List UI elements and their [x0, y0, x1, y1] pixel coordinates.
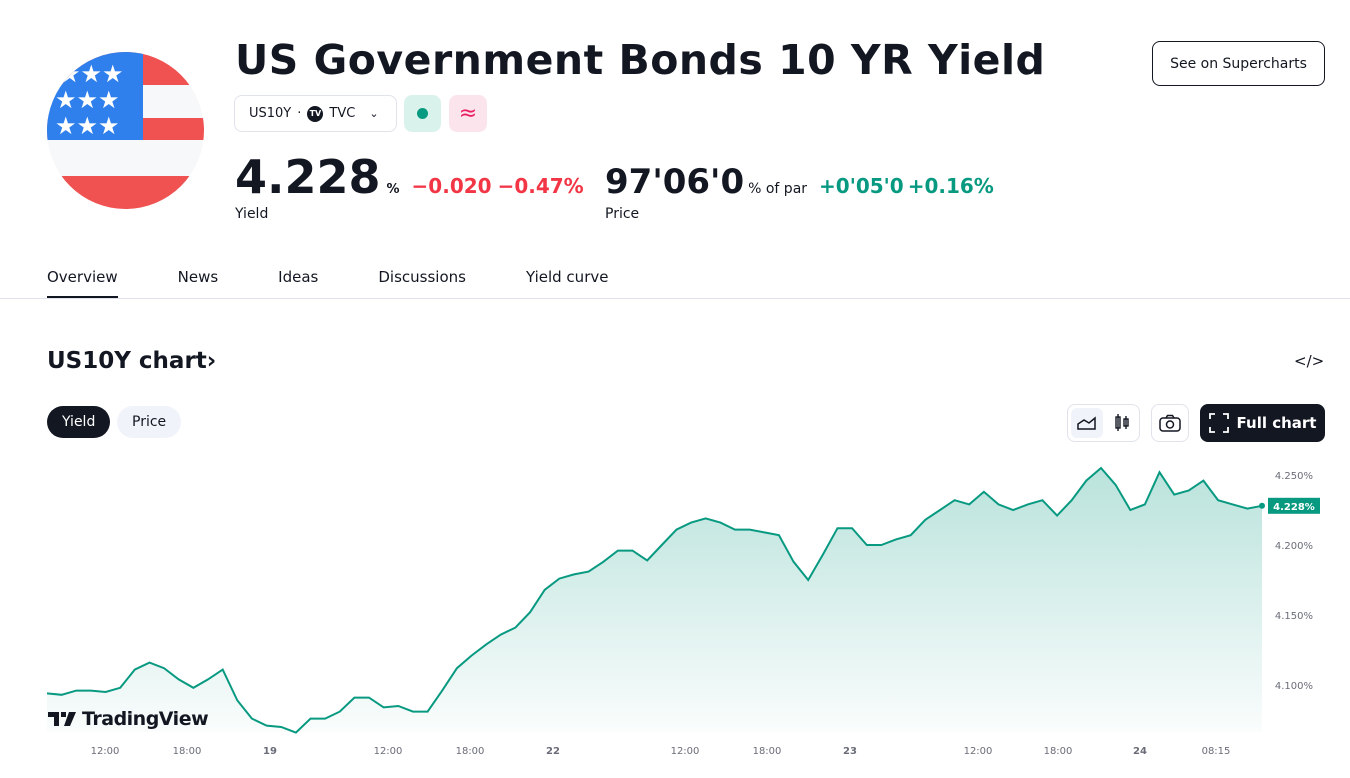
- x-tick-label: 18:00: [173, 746, 202, 757]
- divider: [0, 298, 1350, 299]
- camera-icon: [1159, 414, 1181, 432]
- yield-value: 4.228: [235, 150, 381, 204]
- last-value-badge: [1268, 497, 1320, 514]
- y-tick-label: 4.250%: [1275, 471, 1313, 482]
- tab-overview[interactable]: Overview: [47, 268, 118, 299]
- chart-title: US10Y chart: [47, 348, 207, 374]
- page-title: US Government Bonds 10 YR Yield: [235, 36, 1046, 84]
- yield-label: Yield: [235, 206, 269, 222]
- symbol: US10Y: [249, 106, 292, 121]
- embed-code-icon[interactable]: </>: [1294, 352, 1325, 370]
- tab-news[interactable]: News: [177, 268, 219, 286]
- tab-discussions[interactable]: Discussions: [378, 268, 466, 286]
- y-tick-label: 4.200%: [1275, 541, 1313, 552]
- x-tick-label: 12:00: [91, 746, 120, 757]
- svg-text:★★★: ★★★: [59, 60, 124, 88]
- svg-text:★★★: ★★★: [55, 86, 120, 114]
- x-tick-label: 12:00: [374, 746, 403, 757]
- separator: ·: [297, 106, 302, 121]
- x-tick-label: 12:00: [964, 746, 993, 757]
- yield-quote: 4.228 % −0.020 −0.47%: [235, 150, 584, 204]
- tab-bar: Overview News Ideas Discussions Yield cu…: [47, 268, 668, 299]
- symbol-selector[interactable]: US10Y · TV TVC ⌄: [234, 95, 397, 132]
- candles-chart-button[interactable]: [1106, 408, 1138, 438]
- price-change-pct: +0.16%: [907, 174, 994, 198]
- price-change: +0'05'0: [819, 174, 904, 198]
- price-quote: 97'06'0 % of par +0'05'0 +0.16%: [605, 162, 994, 202]
- market-open-badge[interactable]: [404, 95, 441, 132]
- chevron-right-icon: ›: [206, 348, 217, 374]
- x-tick-label: 08:15: [1202, 746, 1231, 757]
- see-on-supercharts-button[interactable]: See on Supercharts: [1152, 41, 1325, 86]
- price-label: Price: [605, 206, 640, 222]
- svg-text:★★★: ★★★: [55, 112, 120, 140]
- full-chart-button[interactable]: Full chart: [1200, 404, 1325, 442]
- area-chart-icon: [1077, 416, 1096, 430]
- yield-change: −0.020: [411, 174, 492, 198]
- y-tick-label: 4.150%: [1275, 611, 1313, 622]
- tradingview-watermark: TradingView: [48, 708, 209, 730]
- yield-chart[interactable]: 4.250% 4.200% 4.150% 4.100% 4.228% 12:00 18:00…: [0, 450, 1350, 778]
- fullscreen-icon: [1208, 413, 1229, 433]
- last-value-label: 4.228%: [1273, 502, 1315, 513]
- price-unit: % of par: [748, 181, 808, 197]
- market-status-dot-icon: [417, 108, 428, 119]
- price-value: 97'06'0: [605, 162, 745, 202]
- candlestick-icon: [1115, 414, 1129, 431]
- x-tick-label: 19: [263, 746, 277, 757]
- area-fill: [47, 468, 1262, 733]
- x-tick-label: 18:00: [456, 746, 485, 757]
- x-tick-label: 24: [1133, 746, 1147, 757]
- chevron-down-icon: ⌄: [369, 107, 379, 120]
- snapshot-button[interactable]: [1151, 404, 1189, 442]
- series-line: [46, 466, 1263, 734]
- tab-ideas[interactable]: Ideas: [278, 268, 319, 286]
- x-tick-label: 18:00: [753, 746, 782, 757]
- tradingview-logo-icon: [48, 712, 76, 726]
- us-flag-logo: ★★★ ★★★ ★★★: [47, 52, 204, 209]
- area-chart-button[interactable]: [1071, 408, 1103, 438]
- x-tick-label: 23: [843, 746, 857, 757]
- last-point: [1259, 502, 1265, 509]
- exchange: TVC: [329, 106, 356, 121]
- tradingview-exchange-icon: TV: [307, 105, 324, 122]
- x-tick-label: 22: [546, 746, 560, 757]
- delayed-data-badge[interactable]: ≈: [449, 95, 487, 132]
- tab-yield-curve[interactable]: Yield curve: [525, 268, 609, 286]
- yield-change-pct: −0.47%: [497, 174, 584, 198]
- y-tick-label: 4.100%: [1275, 681, 1313, 692]
- price-toggle[interactable]: Price: [117, 406, 182, 438]
- x-tick-label: 18:00: [1044, 746, 1073, 757]
- full-chart-label: Full chart: [1236, 414, 1317, 432]
- chart-title-link[interactable]: US10Y chart›: [47, 348, 216, 374]
- chart-type-switch: [1067, 404, 1140, 442]
- x-tick-label: 12:00: [671, 746, 700, 757]
- yield-toggle[interactable]: Yield: [47, 406, 111, 438]
- yield-unit: %: [386, 182, 400, 197]
- watermark-text: TradingView: [82, 708, 209, 730]
